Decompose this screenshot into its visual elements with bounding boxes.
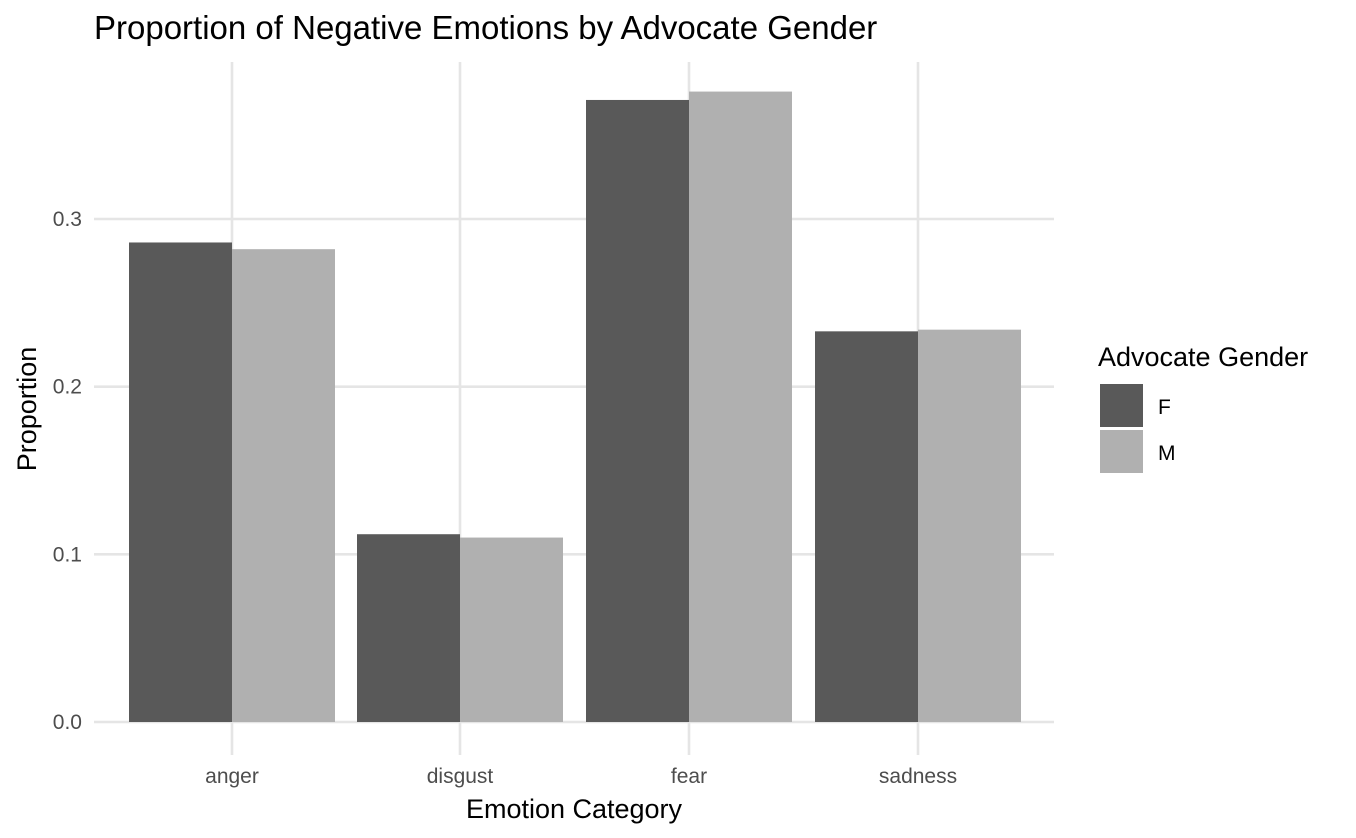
legend-label-M: M — [1158, 442, 1176, 465]
legend-items: FM — [1100, 384, 1176, 473]
chart-title: Proportion of Negative Emotions by Advoc… — [94, 9, 877, 46]
y-tick-label: 0.3 — [53, 208, 82, 231]
y-tick-label: 0.2 — [53, 376, 82, 399]
bar-sadness-F — [815, 331, 918, 722]
legend-key-M — [1100, 430, 1143, 473]
x-tick-label-anger: anger — [205, 765, 259, 788]
bar-fear-F — [586, 99, 689, 722]
bar-sadness-M — [918, 329, 1021, 722]
legend-title: Advocate Gender — [1098, 342, 1308, 372]
legend-key-F — [1100, 384, 1143, 427]
legend: Advocate Gender FM — [1098, 342, 1308, 473]
x-tick-label-sadness: sadness — [879, 765, 957, 788]
y-axis-ticks: 0.0 0.1 0.2 0.3 — [53, 208, 82, 734]
y-tick-label: 0.1 — [53, 543, 82, 566]
x-tick-label-disgust: disgust — [427, 765, 494, 788]
bars — [129, 91, 1021, 722]
y-tick-label: 0.0 — [53, 711, 82, 734]
bar-fear-M — [689, 91, 792, 722]
bar-disgust-M — [460, 537, 563, 722]
bar-anger-M — [232, 249, 335, 722]
legend-label-F: F — [1158, 396, 1171, 419]
x-tick-label-fear: fear — [671, 765, 707, 788]
x-axis-title: Emotion Category — [466, 794, 683, 824]
bar-disgust-F — [357, 534, 460, 722]
bar-anger-F — [129, 242, 232, 722]
x-axis-ticks: anger disgust fear sadness — [205, 765, 957, 788]
y-axis-title: Proportion — [12, 347, 42, 472]
